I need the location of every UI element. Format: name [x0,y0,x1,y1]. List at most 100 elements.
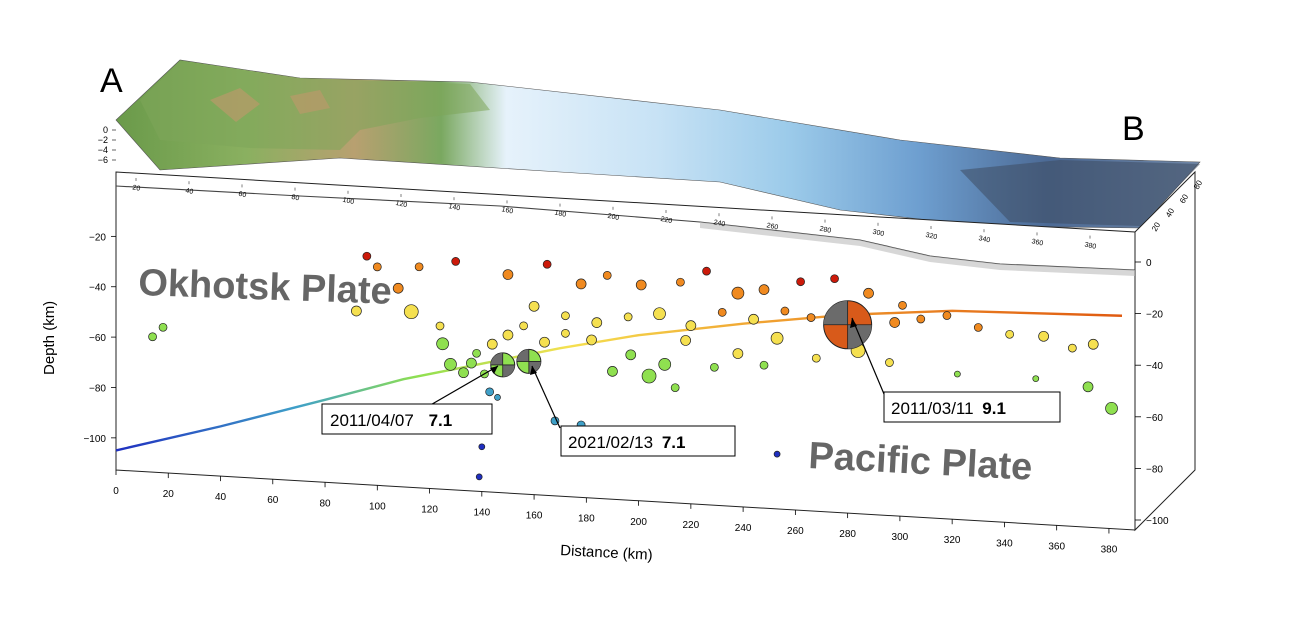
mechanism-dilatational [490,352,503,365]
x-tick-label: 240 [735,523,752,534]
hypocenter-point [680,335,691,346]
hypocenter-point [1082,381,1094,393]
hypocenter-point [519,321,528,331]
back-tick-label: 120 [395,200,408,209]
back-tick-label: 60 [238,191,247,199]
hypocenter-point [758,284,770,295]
hypocenter-point [954,370,961,378]
back-tick-label: 380 [1084,241,1097,250]
x-tick-label: 320 [944,535,961,546]
hypocenter-point [403,304,419,320]
back-tick-label: 140 [448,203,461,212]
x-tick-label: 140 [473,508,490,519]
hypocenter-point [1087,338,1099,350]
x-tick-label: 120 [421,504,438,515]
x-tick-label: 280 [839,529,856,540]
hypocenter-point [607,366,618,377]
elevation-tick-label: 0 [103,125,108,135]
hypocenter-point [539,336,550,348]
back-tick-label: 200 [607,213,620,222]
hypocenter-point [916,314,926,324]
hypocenter-point [676,277,685,287]
hypocenter-point [436,337,449,351]
hypocenter-point [494,394,501,401]
hypocenter-point [486,338,498,350]
x-tick-label: 180 [578,514,595,525]
x-tick-label: 40 [215,492,227,503]
elevation-tick-label: −4 [98,145,108,155]
hypocenter-point [770,331,784,345]
hypocenter-point [475,473,483,481]
back-tick-label: 80 [291,194,300,202]
hypocenter-point [830,274,839,284]
x-tick-label: 300 [892,532,909,543]
mechanism-dilatational [516,349,529,362]
hypocenter-point [1005,329,1014,339]
hypocenter-point [710,362,719,372]
hypocenter-point [780,306,790,316]
right-tick-label: −100 [1146,516,1169,527]
elevation-tick-label: −2 [98,135,108,145]
y-tick-label: −100 [83,434,106,445]
hypocenter-point [451,257,461,266]
hypocenter-point [392,282,404,294]
hypocenter-point [731,286,745,300]
hypocenter-point [732,348,744,359]
x-tick-label: 340 [996,538,1013,549]
hypocenter-point [670,383,680,393]
x-tick-label: 200 [630,517,647,528]
hypocenter-point [717,308,727,317]
hypocenter-point [502,269,514,280]
right-tick-label: −40 [1146,361,1163,372]
hypocenter-point [351,305,362,317]
x-tick-label: 20 [163,489,175,500]
hypocenter-point [414,262,424,272]
back-tick-label: 240 [713,219,726,228]
y-axis-title: Depth (km) [41,301,58,375]
x-tick-label: 0 [113,486,119,497]
callout-2021-02-13: 2021/02/13 7.1 [530,365,736,457]
svg-text:2011/03/11 9.1: 2011/03/11 9.1 [891,399,1006,418]
hypocenter-point [748,313,759,325]
y-tick-label: −80 [89,383,106,394]
callout-date: 2011/04/07 [330,411,414,430]
y-tick-label: −20 [89,232,106,243]
x-axis-title: Distance (km) [560,542,653,564]
land-relief [210,88,330,122]
back-tick-label: 220 [660,216,673,225]
hypocenter-point [362,251,372,261]
mechanism-dilatational [502,364,515,377]
hypocenter-point [1068,343,1077,353]
back-tick-label: 300 [872,229,885,238]
y-axis: −20 −40 −60 −80 −100 [83,232,116,445]
hypocenter-point [472,348,481,358]
right-tick-label: −20 [1146,310,1163,321]
callout-2011-04-07: 2011/04/07 7.1 [321,365,499,435]
hypocenter-point [466,357,477,369]
hypocenter-point [759,360,769,370]
callout-date: 2011/03/11 [891,399,974,418]
back-tick-label: 340 [978,235,991,244]
x-tick-label: 380 [1101,544,1118,555]
hypocenter-point [561,329,570,338]
slab-interface-layer [115,309,1123,452]
focal-mechanism [490,352,516,378]
hypocenter-point [885,358,894,367]
hypocenter-point [148,332,157,342]
hypocenter-point [811,353,821,363]
callout-2011-03-11: 2011/03/11 9.1 [850,317,1061,423]
right-tick-label: 0 [1146,258,1152,269]
hypocenter-point [1038,330,1049,342]
side-panel [1134,170,1196,532]
hypocenter-point [586,334,597,346]
hypocenter-point [561,311,570,321]
hypocenter-point [796,277,805,287]
hypocenter-point [444,358,457,371]
back-tick-label: 180 [554,209,567,218]
x-tick-label: 220 [683,520,700,531]
right-tick-label: −80 [1146,464,1163,475]
hypocenter-point [591,317,603,328]
hypocenter-point [623,312,633,322]
